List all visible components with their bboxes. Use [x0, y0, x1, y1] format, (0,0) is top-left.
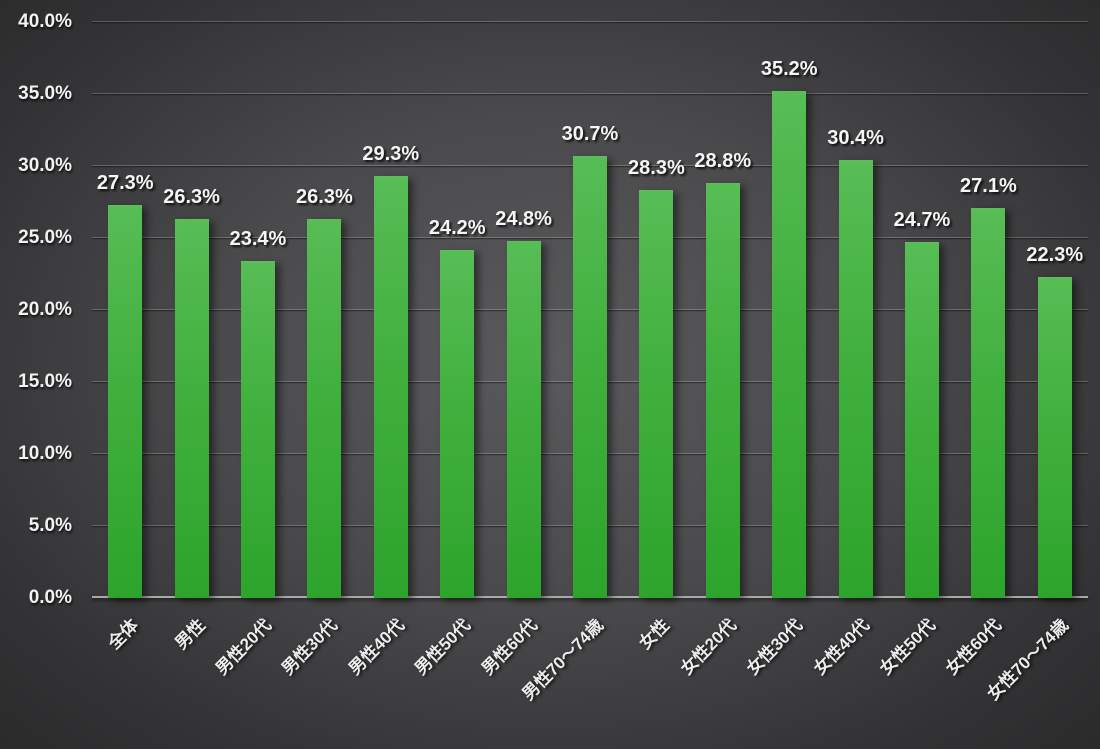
y-tick-label: 0.0%: [28, 587, 72, 608]
bar-slot: 24.7%: [889, 22, 955, 598]
bar-value-label: 30.7%: [561, 122, 619, 145]
bar: [174, 219, 209, 598]
y-tick-label: 15.0%: [18, 371, 72, 392]
bar-value-label: 27.3%: [96, 171, 154, 194]
bar-slot: 27.3%: [92, 22, 158, 598]
gridline: [92, 93, 1088, 94]
bar: [772, 91, 807, 598]
bar-slot: 30.7%: [557, 22, 623, 598]
bar-slot: 30.4%: [822, 22, 888, 598]
bar-value-label: 24.2%: [428, 216, 486, 239]
x-tick-label: 女性70～74歳: [983, 615, 1072, 704]
bar-value-label: 24.8%: [495, 207, 552, 230]
x-axis: 全体 男性 男性20代 男性30代 男性40代 男性50代 男性60代 男性70～74歳 女性女…: [92, 600, 1088, 749]
y-tick-label: 10.0%: [18, 443, 72, 464]
y-tick-label: 40.0%: [18, 11, 72, 32]
bar-slot: 35.2%: [756, 22, 822, 598]
bar: [240, 261, 275, 598]
bar-value-label: 22.3%: [1026, 243, 1084, 266]
bar-value-label: 24.7%: [893, 209, 951, 232]
bar: [572, 155, 607, 598]
bar-value-label: 28.3%: [628, 157, 685, 180]
bar: [971, 207, 1006, 598]
bar-slot: 29.3%: [358, 22, 424, 598]
y-tick-label: 30.0%: [18, 155, 72, 176]
bar: [838, 160, 873, 598]
bar-value-label: 29.3%: [362, 143, 420, 166]
bar: [506, 240, 541, 598]
bar: [108, 204, 143, 598]
bar-value-label: 28.8%: [694, 150, 752, 173]
bar: [639, 190, 674, 598]
y-tick-label: 25.0%: [18, 227, 72, 248]
bar-value-label: 27.1%: [960, 174, 1017, 197]
bar-value-label: 30.4%: [827, 127, 884, 150]
bar: [440, 249, 475, 598]
bar-slot: 26.3%: [291, 22, 357, 598]
plot-area: 27.3% 26.3% 23.4% 26.3% 29.3% 24.2% 24.8% 30.7%…: [92, 21, 1088, 598]
bar: [904, 242, 939, 598]
bar-value-label: 26.3%: [296, 186, 353, 209]
y-tick-label: 20.0%: [18, 299, 72, 320]
bar-value-label: 26.3%: [163, 186, 220, 209]
bar-slot: 24.2%: [424, 22, 490, 598]
bar-slot: 26.3%: [158, 22, 224, 598]
bar: [373, 176, 408, 598]
bar: [705, 183, 740, 598]
gridline: [92, 21, 1088, 22]
y-tick-label: 5.0%: [28, 515, 72, 536]
bar-slot: 28.8%: [690, 22, 756, 598]
bar-slot: 24.8%: [490, 22, 556, 598]
y-tick-label: 35.0%: [18, 83, 72, 104]
bar-value-label: 35.2%: [760, 58, 818, 81]
bar-slot: 28.3%: [623, 22, 689, 598]
bar-slot: 27.1%: [955, 22, 1021, 598]
bar-slot: 23.4%: [225, 22, 291, 598]
bar-slot: 22.3%: [1022, 22, 1088, 598]
bar-value-label: 23.4%: [229, 228, 287, 251]
y-axis: 0.0% 5.0% 10.0% 15.0% 20.0% 25.0% 30.0% 35.0% 40…: [0, 11, 80, 608]
bar: [307, 219, 342, 598]
bar: [1037, 276, 1072, 598]
